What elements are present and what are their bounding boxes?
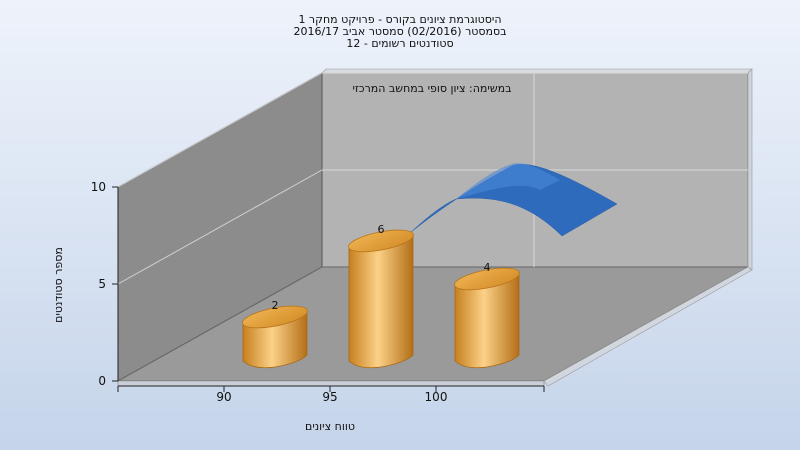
bar-cap <box>242 305 308 329</box>
bars: 2 6 4 <box>242 223 520 369</box>
bar-data-label: 2 <box>272 299 279 312</box>
bar-90: 2 <box>242 299 308 369</box>
gridline-side <box>117 169 323 285</box>
y-tick-label: 10 <box>91 180 106 194</box>
curve-series-highlight <box>456 163 560 199</box>
x-tick-label: 95 <box>322 390 337 404</box>
y-tick-label: 5 <box>98 277 106 291</box>
axes: 0 5 10 90 95 100 <box>91 180 545 404</box>
x-axis-label: טווח ציונים <box>305 420 355 433</box>
x-tick-label: 100 <box>425 390 448 404</box>
y-tick-label: 0 <box>98 374 106 388</box>
y-axis-label: מספר סטודנטים <box>52 247 65 323</box>
bar-data-label: 6 <box>378 223 385 236</box>
back-wall-right-edge <box>747 68 753 271</box>
gridline-side <box>117 72 323 188</box>
bar-cap <box>454 267 520 291</box>
bar-body <box>348 234 414 369</box>
back-wall-top-edge <box>321 68 753 74</box>
chart-title-line-2: בסמסטר (02/2016) סמסטר אביב 2016/17 <box>293 25 506 38</box>
floor-front-edge <box>117 380 545 387</box>
x-tick-label: 90 <box>216 390 231 404</box>
bar-body <box>454 272 520 369</box>
chart-title-line-3: סטודנטים רשומים - 12 <box>346 37 453 50</box>
chart-title-line-1: היסטוגרמת ציונים בקורס - פרויקט מחקר 1 <box>298 13 501 26</box>
bar-data-label: 4 <box>484 261 491 274</box>
bar-95: 6 <box>348 223 414 369</box>
bar-cap <box>348 229 414 253</box>
curve-series <box>409 163 618 237</box>
chart-annotation: במשימה: ציון סופי במחשב המרכזי <box>352 82 511 95</box>
bar-100: 4 <box>454 261 520 369</box>
